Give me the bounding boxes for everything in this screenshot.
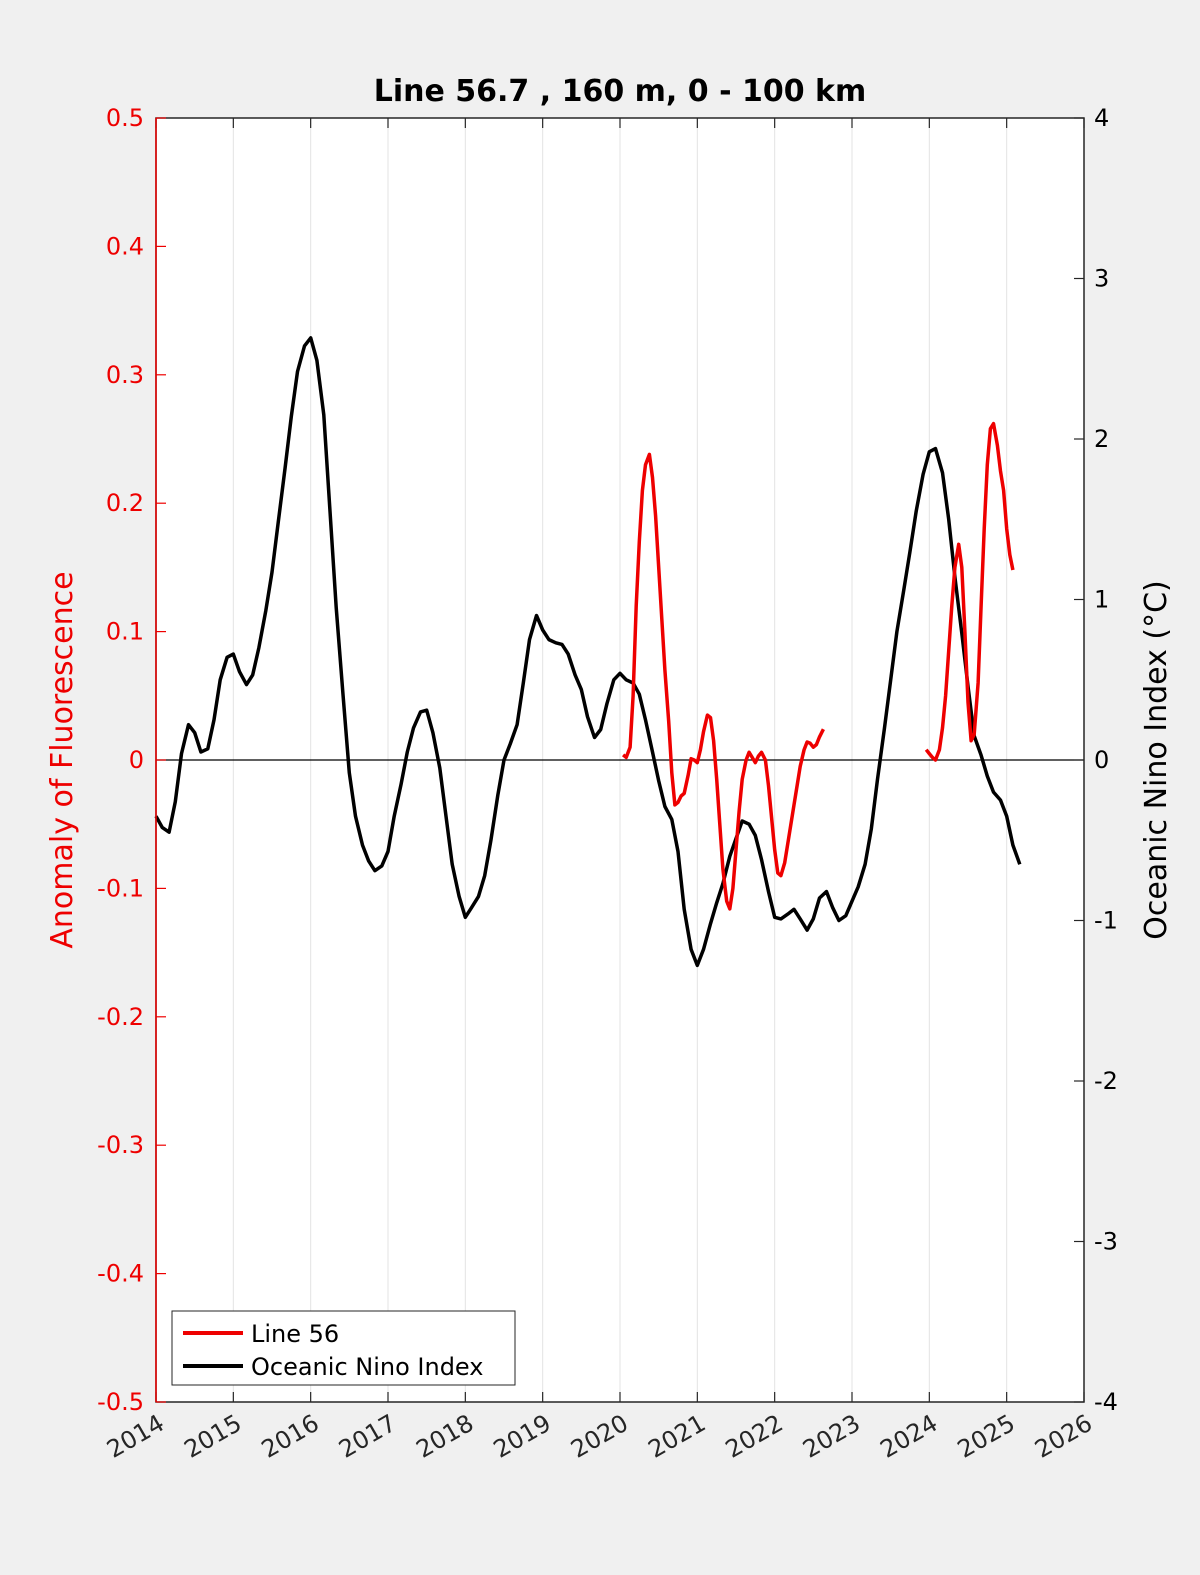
series-layer [154, 336, 1022, 968]
chart-title: Line 56.7 , 160 m, 0 - 100 km [374, 74, 867, 109]
x-tick-label: 2016 [257, 1409, 324, 1464]
x-tick-label: 2019 [489, 1409, 556, 1464]
y-left-tick-label: 0.4 [106, 232, 144, 260]
series-line-line56-segment-1 [622, 452, 825, 911]
y-left-tick-label: 0 [129, 746, 144, 774]
y-left-tick-label: -0.1 [97, 874, 144, 902]
y-right-tick-label: 0 [1094, 746, 1109, 774]
y-axis-right-label: Oceanic Nino Index (°C) [1139, 580, 1174, 940]
y-right-tick-label: 4 [1094, 104, 1109, 132]
y-right-tick-label: -2 [1094, 1067, 1118, 1095]
x-tick-label: 2018 [411, 1409, 478, 1464]
y-right-tick-label: 2 [1094, 425, 1109, 453]
y-left-tick-label: 0.1 [106, 618, 144, 646]
series-line-oni [154, 336, 1022, 968]
series-line-line56-segment-2 [924, 421, 1015, 762]
legend: Line 56 Oceanic Nino Index [171, 1310, 516, 1386]
x-tick-label: 2017 [334, 1409, 401, 1464]
y-left-tick-label: -0.2 [97, 1003, 144, 1031]
x-tick-label: 2020 [566, 1409, 633, 1464]
y-left-tick-label: 0.2 [106, 489, 144, 517]
legend-line56-label: Line 56 [251, 1320, 339, 1348]
x-tick-label: 2015 [179, 1409, 246, 1464]
y-right-tick-label: -3 [1094, 1228, 1118, 1256]
y-axis-left-label: Anomaly of Fluorescence [45, 571, 80, 948]
y-right-tick-label: -4 [1094, 1388, 1118, 1416]
y-left-tick-label: 0.5 [106, 104, 144, 132]
x-tick-label: 2023 [798, 1409, 865, 1464]
x-tick-label: 2024 [875, 1409, 942, 1464]
x-tick-label: 2014 [102, 1409, 169, 1464]
x-tick-label: 2026 [1030, 1409, 1097, 1464]
x-tick-label: 2022 [721, 1409, 788, 1464]
y-left-tick-label: -0.3 [97, 1131, 144, 1159]
y-right-tick-label: 3 [1094, 265, 1109, 293]
y-right-tick-label: -1 [1094, 907, 1118, 935]
x-tick-label: 2021 [643, 1409, 710, 1464]
legend-box [171, 1310, 516, 1386]
y-left-tick-label: -0.4 [97, 1260, 144, 1288]
legend-oni-label: Oceanic Nino Index [251, 1353, 483, 1381]
y-left-tick-label: 0.3 [106, 361, 144, 389]
x-tick-label: 2025 [953, 1409, 1020, 1464]
y-right-tick-label: 1 [1094, 586, 1109, 614]
y-left-tick-label: -0.5 [97, 1388, 144, 1416]
